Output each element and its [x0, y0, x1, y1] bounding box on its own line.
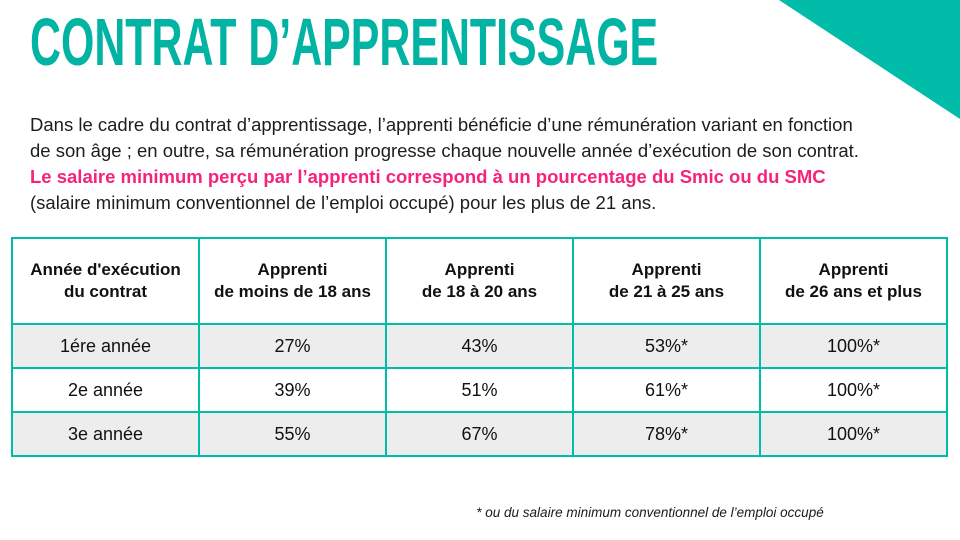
rate-cell: 100%*: [759, 367, 948, 413]
header-apprenti-26-plus: Apprenti de 26 ans et plus: [759, 237, 948, 325]
remuneration-table: Année d'exécution du contrat Apprenti de…: [11, 237, 948, 457]
header-line: Apprenti: [631, 260, 702, 279]
footnote: * ou du salaire minimum conventionnel de…: [476, 505, 824, 520]
row-label: 1ére année: [11, 323, 200, 369]
header-line: de moins de 18 ans: [214, 282, 371, 301]
header-line: de 18 à 20 ans: [421, 282, 538, 301]
table-header-row: Année d'exécution du contrat Apprenti de…: [11, 237, 948, 325]
header-apprenti-moins-18: Apprenti de moins de 18 ans: [198, 237, 387, 325]
header-line: du contrat: [63, 282, 148, 301]
intro-highlight-pink: Le salaire minimum perçu par l’apprenti …: [30, 166, 826, 187]
rate-cell: 100%*: [759, 323, 948, 369]
table-row-annee-1: 1ére année 27% 43% 53%* 100%*: [11, 323, 948, 369]
rate-cell: 27%: [198, 323, 387, 369]
table-body: 1ére année 27% 43% 53%* 100%* 2e année 3…: [11, 323, 948, 457]
rate-cell: 51%: [385, 367, 574, 413]
header-line: Apprenti: [444, 260, 515, 279]
rate-cell: 39%: [198, 367, 387, 413]
header-line: Apprenti: [818, 260, 889, 279]
header-line: de 26 ans et plus: [785, 282, 922, 301]
rate-cell: 43%: [385, 323, 574, 369]
intro-sentence-2: (salaire minimum conventionnel de l’empl…: [30, 192, 657, 213]
table-row-annee-2: 2e année 39% 51% 61%* 100%*: [11, 367, 948, 413]
header-line: Apprenti: [257, 260, 328, 279]
rate-cell: 67%: [385, 411, 574, 457]
intro-sentence-1: Dans le cadre du contrat d’apprentissage…: [30, 114, 859, 161]
page-title: CONTRAT D’APPRENTISSAGE: [30, 5, 659, 80]
intro-paragraph-1: Dans le cadre du contrat d’apprentissage…: [30, 112, 875, 164]
header-line: de 21 à 25 ans: [608, 282, 725, 301]
row-label: 3e année: [11, 411, 200, 457]
header-apprenti-21-25: Apprenti de 21 à 25 ans: [572, 237, 761, 325]
table-header: Année d'exécution du contrat Apprenti de…: [11, 237, 948, 325]
header-line: Année d'exécution: [30, 260, 181, 279]
intro-paragraph-2: Le salaire minimum perçu par l’apprenti …: [30, 164, 875, 216]
rate-cell: 53%*: [572, 323, 761, 369]
header-apprenti-18-20: Apprenti de 18 à 20 ans: [385, 237, 574, 325]
header-annee-execution: Année d'exécution du contrat: [11, 237, 200, 325]
rate-cell: 55%: [198, 411, 387, 457]
rate-cell: 78%*: [572, 411, 761, 457]
rate-cell: 61%*: [572, 367, 761, 413]
table-row-annee-3: 3e année 55% 67% 78%* 100%*: [11, 411, 948, 457]
teal-corner-decoration: [779, 0, 960, 119]
row-label: 2e année: [11, 367, 200, 413]
intro-text: Dans le cadre du contrat d’apprentissage…: [30, 112, 875, 216]
rate-cell: 100%*: [759, 411, 948, 457]
